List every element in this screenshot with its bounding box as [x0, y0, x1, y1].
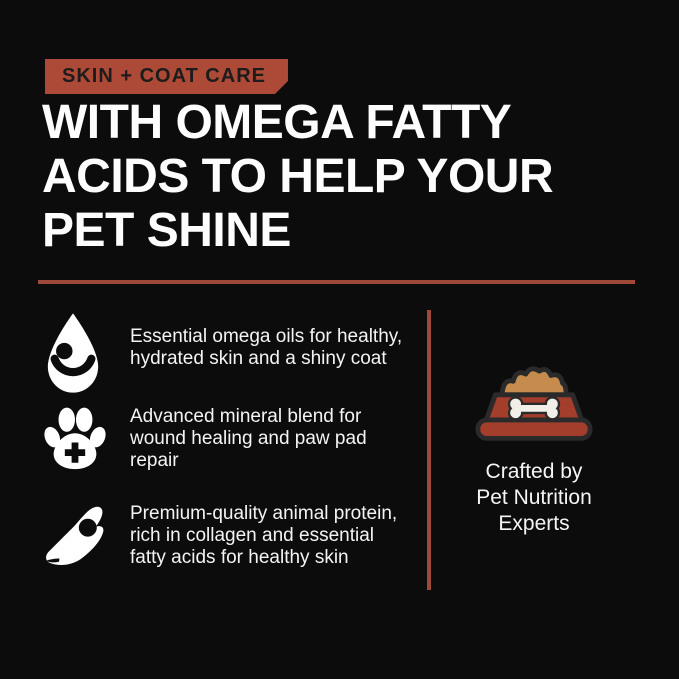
feature-line: repair: [130, 450, 179, 471]
water-drop-icon: [43, 311, 103, 400]
expert-caption: Crafted by Pet Nutrition Experts: [430, 459, 638, 537]
headline-line: PET SHINE: [42, 204, 291, 257]
feature-line: Advanced mineral blend for: [130, 406, 362, 427]
food-bowl-icon: [470, 360, 598, 454]
feature-line: Essential omega oils for healthy,: [130, 326, 403, 347]
horizontal-divider: [38, 280, 635, 284]
vertical-divider: [427, 310, 431, 590]
feature-line: fatty acids for healthy skin: [130, 547, 349, 568]
fish-icon: [42, 502, 110, 582]
feature-line: wound healing and paw pad: [130, 428, 367, 449]
feature-line: Premium-quality animal protein,: [130, 503, 398, 524]
headline-line: WITH OMEGA FATTY: [42, 96, 512, 149]
paw-medical-icon: [44, 406, 106, 481]
feature-text-mineral-blend: Advanced mineral blend for wound healing…: [130, 406, 435, 472]
feature-text-omega-oils: Essential omega oils for healthy, hydrat…: [130, 326, 435, 370]
headline: WITH OMEGA FATTY ACIDS TO HELP YOUR PET …: [42, 96, 657, 258]
feature-text-animal-protein: Premium-quality animal protein, rich in …: [130, 503, 435, 569]
feature-line: rich in collagen and essential: [130, 525, 374, 546]
feature-line: hydrated skin and a shiny coat: [130, 348, 387, 369]
category-badge-label: SKIN + COAT CARE: [62, 65, 266, 87]
expert-caption-line: Pet Nutrition: [476, 486, 592, 509]
headline-line: ACIDS TO HELP YOUR: [42, 150, 554, 203]
category-badge: SKIN + COAT CARE: [45, 59, 288, 94]
expert-caption-line: Crafted by: [485, 460, 583, 483]
expert-caption-line: Experts: [498, 512, 570, 535]
